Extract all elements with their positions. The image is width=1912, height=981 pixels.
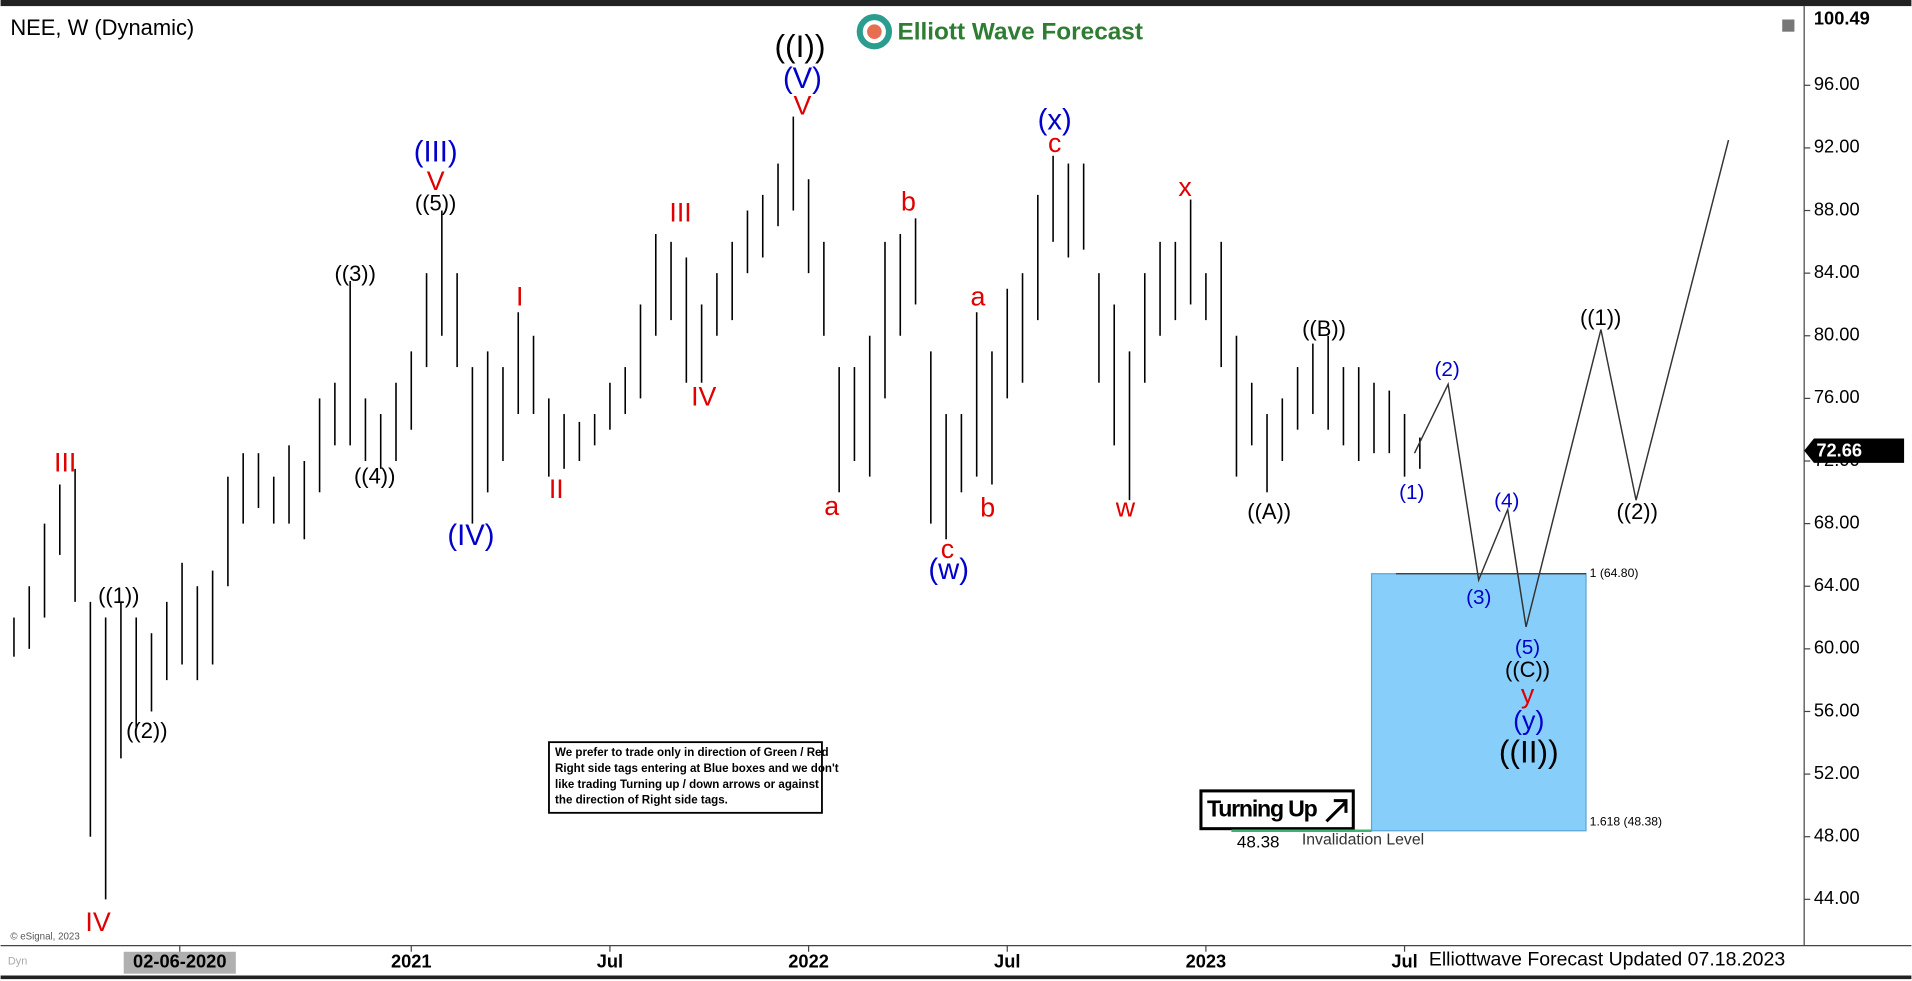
y-tick-label: 68.00	[1814, 511, 1860, 532]
y-tick-label: 56.00	[1814, 699, 1860, 720]
wave-label: x	[1178, 172, 1192, 202]
wave-label: (w)	[928, 554, 969, 586]
wave-label: ((2))	[1617, 499, 1658, 524]
wave-label: (4)	[1494, 490, 1519, 513]
last-price-tag	[1804, 438, 1905, 463]
x-tick-label: Jul	[1391, 951, 1417, 972]
wave-label: c	[941, 534, 954, 564]
wave-label: ((I))	[775, 28, 826, 64]
wave-label: ((B))	[1302, 316, 1346, 341]
wave-label: ((II))	[1499, 734, 1559, 770]
y-tick-label: 76.00	[1814, 386, 1860, 407]
y-tick-label: 44.00	[1814, 887, 1860, 908]
logo-text: Elliott Wave Forecast	[898, 18, 1143, 45]
wave-label: b	[901, 187, 916, 217]
projection-line	[1413, 139, 1730, 628]
wave-label: ((4))	[354, 464, 395, 489]
tag-text: Turning Up	[1207, 796, 1318, 822]
note-line: We prefer to trade only in direction of …	[555, 747, 828, 759]
wave-label: a	[824, 491, 839, 521]
y-tick-label: 88.00	[1814, 198, 1860, 219]
tag-frame	[1199, 789, 1355, 831]
wave-label: V	[427, 166, 445, 196]
wave-label: ((1))	[1580, 305, 1621, 330]
wave-label: a	[970, 282, 985, 312]
wave-label: (III)	[414, 136, 458, 168]
wave-label: ((A))	[1247, 499, 1291, 524]
note-box: We prefer to trade only in direction of …	[548, 741, 839, 814]
last-price: 72.66	[1816, 440, 1862, 461]
wave-label: (IV)	[447, 520, 494, 552]
invalidation-value: 48.38	[1237, 832, 1280, 851]
x-tick-label: 2023	[1186, 951, 1227, 972]
wave-label: w	[1115, 492, 1136, 522]
x-tick-label: Jul	[994, 951, 1020, 972]
wave-label: ((3))	[335, 261, 376, 286]
chart-title: NEE, W (Dynamic)	[10, 15, 194, 40]
wave-label: (V)	[783, 63, 822, 95]
copyright: © eSignal, 2023	[10, 932, 79, 943]
y-tick-label: 92.00	[1814, 136, 1860, 157]
note-line: Right side tags entering at Blue boxes a…	[555, 763, 839, 775]
note-frame	[548, 741, 823, 814]
invalidation-label: Invalidation Level	[1302, 832, 1424, 849]
wave-label: IV	[691, 382, 716, 412]
y-tick-label: 64.00	[1814, 574, 1860, 595]
wave-label: V	[794, 90, 812, 120]
wave-label: c	[1048, 128, 1061, 158]
logo-icon-center	[867, 24, 882, 39]
target-bottom-label: 1.618 (48.38)	[1590, 814, 1662, 828]
y-tick-label: 48.00	[1814, 825, 1860, 846]
window-icon	[1782, 19, 1795, 32]
wave-label: y	[1521, 679, 1535, 709]
footer: Elliottwave Forecast Updated 07.18.2023	[1429, 948, 1785, 970]
corner-label: Dyn	[8, 955, 27, 967]
y-tick-label: 60.00	[1814, 637, 1860, 658]
turning-tag: Turning Up	[1199, 789, 1355, 831]
y-tick-label: 96.00	[1814, 73, 1860, 94]
x-tick-label: Jul	[597, 951, 623, 972]
y-tick-label: 80.00	[1814, 324, 1860, 345]
x-tick-label: 2022	[788, 951, 829, 972]
wave-label: (y)	[1513, 706, 1544, 736]
wave-label: IV	[85, 907, 110, 937]
wave-label: I	[516, 282, 523, 312]
wave-label: ((1))	[98, 583, 139, 608]
x-tick-label: 2021	[391, 951, 432, 972]
wave-label: ((5))	[415, 191, 456, 216]
wave-label: (1)	[1399, 481, 1424, 504]
wave-label: III	[54, 447, 76, 477]
top-border	[0, 0, 1912, 7]
x-tick-label: 02-06-2020	[133, 951, 226, 972]
wave-label: b	[980, 492, 995, 522]
tag-arrow	[1325, 799, 1348, 823]
wave-label: II	[549, 474, 564, 504]
logo-icon	[856, 14, 893, 50]
y-tick-label: 52.00	[1814, 762, 1860, 783]
y-tick-label: 84.00	[1814, 261, 1860, 282]
wave-label: (3)	[1466, 586, 1491, 609]
target-box	[1370, 573, 1587, 832]
wave-label: (x)	[1038, 105, 1072, 137]
wave-label: (2)	[1434, 358, 1459, 381]
x-tick-highlight	[123, 951, 236, 974]
target-top-label: 1 (64.80)	[1590, 566, 1639, 580]
note-line: the direction of Right side tags.	[555, 795, 728, 807]
note-line: like trading Turning up / down arrows or…	[555, 779, 819, 791]
wave-label: (5)	[1515, 636, 1540, 659]
wave-label: III	[669, 198, 691, 228]
wave-label: ((2))	[126, 718, 167, 743]
top-price: 100.49	[1814, 7, 1870, 28]
wave-label: ((C))	[1505, 657, 1550, 682]
